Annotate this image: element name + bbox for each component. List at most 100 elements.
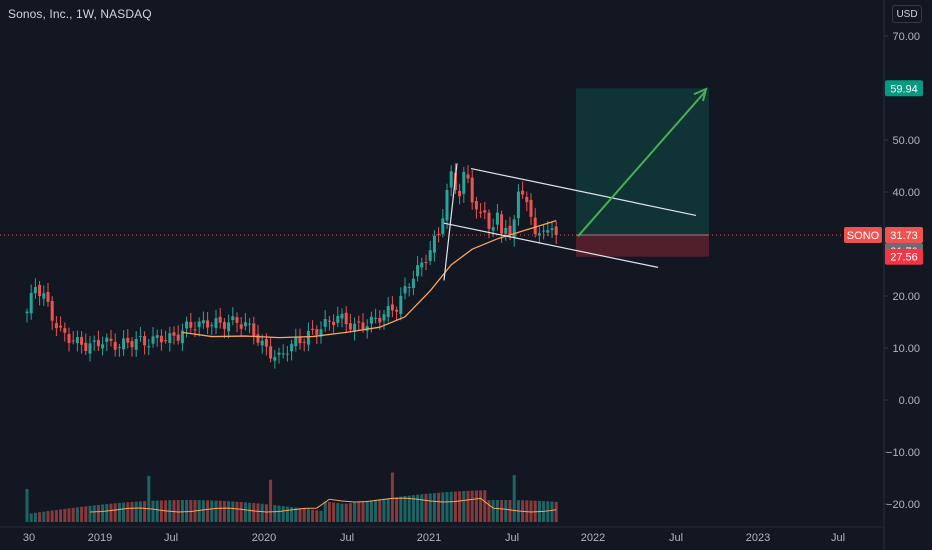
candle — [235, 312, 239, 333]
volume-bar — [332, 502, 336, 522]
candle — [294, 328, 298, 352]
price-tick-label: 20.00 — [892, 291, 920, 303]
volume-bar — [206, 500, 210, 522]
price-tick-label: 40.00 — [892, 187, 920, 199]
candle-body — [189, 322, 193, 328]
candle — [33, 278, 37, 299]
candle-body — [63, 328, 67, 333]
volume-bar — [336, 503, 340, 522]
candle-body — [231, 316, 235, 321]
volume-bar — [29, 513, 33, 522]
candle-body — [227, 322, 231, 332]
candle-body — [33, 287, 37, 294]
currency-button[interactable]: USD — [892, 5, 922, 23]
candle-body — [105, 337, 109, 342]
volume-bar — [46, 511, 50, 522]
candle — [512, 214, 516, 247]
candle — [109, 329, 113, 347]
volume-bar — [71, 507, 75, 522]
candle-body — [59, 325, 63, 328]
candle — [214, 309, 218, 335]
candle — [197, 317, 201, 337]
candle — [29, 284, 33, 320]
chart-title: Sonos, Inc., 1W, NASDAQ — [8, 7, 152, 21]
volume-bar — [243, 502, 247, 522]
candle — [206, 312, 210, 335]
candle — [458, 183, 462, 205]
stop-price-tag-bg — [885, 248, 923, 265]
candle — [285, 345, 289, 362]
volume-bar — [264, 504, 268, 522]
volume-bar — [432, 493, 436, 522]
volume-bar — [399, 496, 403, 522]
candle-body — [294, 337, 298, 347]
volume-bar — [25, 489, 29, 522]
target-price-tag: 59.94 — [885, 80, 923, 97]
candle-body — [252, 323, 256, 337]
candle — [38, 280, 42, 306]
volume-bar — [428, 493, 432, 522]
price-tick-label: 0.00 — [899, 395, 920, 407]
candle-body — [25, 311, 29, 314]
price-tick-label: −10.00 — [886, 447, 920, 459]
volume-bar — [340, 503, 344, 522]
candle — [428, 240, 432, 266]
candle-body — [395, 309, 399, 312]
candle-body — [109, 338, 113, 341]
volume-bar — [449, 491, 453, 522]
stop-zone — [576, 235, 709, 257]
candle-body — [382, 314, 386, 321]
flag-lower-line — [443, 222, 659, 268]
candle — [105, 333, 109, 352]
candle-body — [390, 304, 394, 311]
volume-bar — [277, 505, 281, 522]
candle-body — [386, 305, 390, 317]
candle-body — [525, 196, 529, 203]
candle-body — [479, 211, 483, 213]
candle-body — [542, 230, 546, 232]
volume-bar — [302, 508, 306, 522]
candle — [554, 221, 558, 245]
volume-bar — [172, 500, 176, 522]
volume-bar — [252, 503, 256, 522]
candle-body — [42, 293, 46, 299]
volume-bar — [437, 492, 441, 522]
time-tick-label: Jul — [340, 532, 354, 544]
volume-bar — [239, 502, 243, 522]
candle — [172, 326, 176, 345]
candle-body — [96, 339, 100, 347]
candle — [504, 219, 508, 241]
candle — [348, 313, 352, 333]
candle — [466, 165, 470, 184]
price-tick-label: 50.00 — [892, 135, 920, 147]
candle-body — [504, 227, 508, 234]
volume-bar — [348, 503, 352, 522]
volume-bar — [260, 503, 264, 522]
candle — [437, 227, 441, 243]
candle-body — [269, 346, 273, 359]
candle-body — [218, 316, 222, 323]
volume-bar — [504, 500, 508, 522]
candle-body — [273, 357, 277, 361]
volume-bar — [210, 500, 214, 522]
candle-body — [159, 335, 163, 343]
candle-body — [445, 190, 449, 221]
candle-body — [164, 340, 168, 342]
candle — [323, 310, 327, 332]
volume-bar — [235, 501, 239, 522]
volume-bar — [222, 501, 226, 522]
volume-bar — [84, 506, 88, 522]
candle — [474, 196, 478, 219]
candle-body — [138, 336, 142, 338]
candle-body — [206, 320, 210, 328]
candle-body — [122, 338, 126, 350]
candle-body — [546, 230, 550, 233]
volume-bar — [231, 501, 235, 522]
candle — [67, 327, 71, 352]
candle-body — [239, 324, 243, 329]
candle-body — [319, 329, 323, 337]
candle-body — [437, 233, 441, 235]
candle — [113, 333, 117, 357]
candle-body — [84, 342, 88, 351]
